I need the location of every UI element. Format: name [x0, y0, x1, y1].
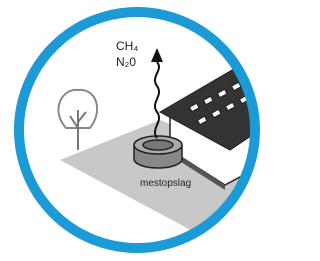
page: CH₄ N₂0 mestopslag (() => { const data =… — [0, 0, 274, 261]
gas-label: CH₄ — [116, 39, 138, 53]
manure-tank — [134, 136, 182, 168]
gas-label: N₂0 — [116, 55, 136, 69]
storage-label: mestopslag — [140, 178, 191, 189]
illustration: CH₄ N₂0 mestopslag — [0, 0, 274, 261]
